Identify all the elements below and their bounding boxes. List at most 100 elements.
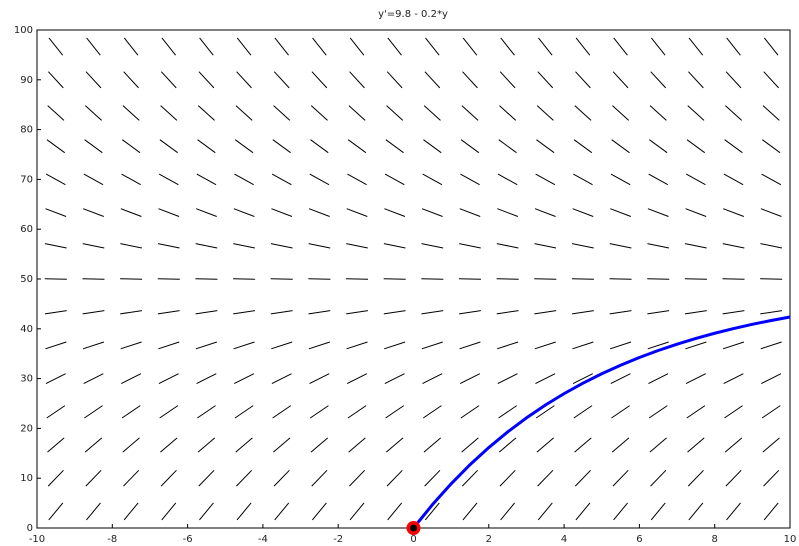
slope-segment — [686, 405, 706, 419]
slope-segment — [460, 173, 480, 186]
y-tick-label: 20 — [20, 423, 33, 434]
slope-segment — [610, 208, 632, 217]
slope-segment — [157, 310, 180, 315]
slope-segment — [84, 139, 103, 154]
solution-curve — [412, 315, 791, 529]
slope-segment — [349, 469, 366, 487]
slope-segment — [159, 405, 179, 419]
slope-segment — [195, 278, 218, 280]
slope-segment — [760, 208, 782, 217]
slope-segment — [386, 71, 403, 89]
slope-segment — [159, 139, 178, 154]
slope-segment — [47, 105, 65, 121]
slope-segment — [575, 502, 591, 521]
slope-segment — [421, 243, 444, 249]
slope-segment — [121, 139, 141, 154]
slope-segment — [647, 341, 669, 350]
slope-segment — [308, 208, 330, 217]
slope-segment — [499, 469, 516, 487]
slope-segment — [86, 502, 101, 521]
slope-segment — [311, 502, 327, 521]
slope-segment — [496, 278, 519, 280]
plot-frame — [36, 29, 791, 529]
slope-segment — [612, 469, 629, 487]
slope-segment — [346, 341, 368, 350]
slope-segment — [685, 341, 707, 350]
slope-segment — [348, 105, 366, 121]
slope-segment — [650, 37, 666, 56]
slope-segment — [725, 71, 742, 89]
slope-segment — [761, 405, 781, 419]
slope-segment — [461, 437, 479, 453]
slope-segment — [500, 502, 516, 521]
slope-segment — [538, 37, 553, 56]
slope-segment — [234, 373, 255, 384]
slope-segment — [123, 71, 139, 89]
slope-segment — [273, 71, 290, 89]
slope-segment — [534, 208, 556, 217]
slope-segment — [534, 310, 557, 315]
slope-segment — [197, 437, 216, 453]
slope-segment — [158, 208, 180, 217]
slope-segment — [761, 173, 782, 186]
slope-segment — [160, 105, 178, 121]
slope-segment — [650, 502, 666, 521]
slope-segment — [459, 341, 481, 350]
slope-segment — [459, 208, 481, 217]
slope-segment — [123, 469, 140, 487]
slope-segment — [349, 37, 365, 56]
slope-segment — [726, 37, 741, 56]
slope-segment — [763, 37, 779, 56]
slope-segment — [44, 243, 67, 249]
slope-segment — [723, 173, 744, 186]
slope-segment — [308, 243, 331, 249]
x-tick-label: 8 — [712, 534, 718, 545]
slope-segment — [611, 139, 630, 154]
slope-segment — [347, 405, 367, 419]
slope-segment — [762, 437, 780, 453]
slope-segment — [571, 278, 594, 280]
initial-point-center — [410, 524, 417, 532]
slope-segment — [195, 341, 218, 350]
slope-segment — [197, 405, 216, 419]
slope-segment — [198, 71, 215, 89]
slope-segment — [47, 437, 65, 453]
slope-segment — [120, 278, 143, 280]
slope-segment — [422, 373, 443, 384]
slope-segment — [424, 71, 441, 89]
slope-segment — [384, 341, 406, 350]
slope-segment — [649, 139, 668, 154]
slope-segment — [348, 437, 366, 453]
slope-segment — [160, 469, 177, 487]
slope-segment — [308, 310, 331, 315]
slope-segment — [724, 437, 743, 453]
slope-segment — [575, 71, 591, 89]
slope-segment — [421, 310, 444, 315]
slope-segment — [613, 37, 628, 56]
slope-segment — [425, 37, 440, 56]
slope-segment — [270, 310, 293, 315]
x-tick-label: 0 — [410, 534, 416, 545]
slope-segment — [684, 243, 707, 249]
slope-segment — [685, 373, 706, 384]
y-tick-label: 40 — [20, 324, 33, 335]
x-tick-label: 2 — [486, 534, 492, 545]
slope-segment — [233, 208, 255, 217]
slope-segment — [609, 243, 632, 249]
slope-segment — [722, 278, 745, 280]
slope-segment — [308, 278, 331, 280]
slope-segment — [121, 405, 141, 419]
slope-segment — [236, 37, 252, 56]
slope-segment — [534, 243, 557, 249]
slope-segment — [571, 310, 594, 315]
slope-segment — [233, 341, 255, 350]
slope-segment — [197, 105, 215, 121]
slope-segment — [48, 37, 64, 56]
slope-segment — [272, 405, 292, 419]
slope-segment — [82, 243, 105, 249]
slope-segment — [609, 341, 632, 350]
slope-segment — [536, 105, 554, 121]
y-tick-label: 80 — [20, 125, 33, 136]
slope-segment — [535, 373, 556, 384]
slope-segment — [44, 278, 67, 280]
